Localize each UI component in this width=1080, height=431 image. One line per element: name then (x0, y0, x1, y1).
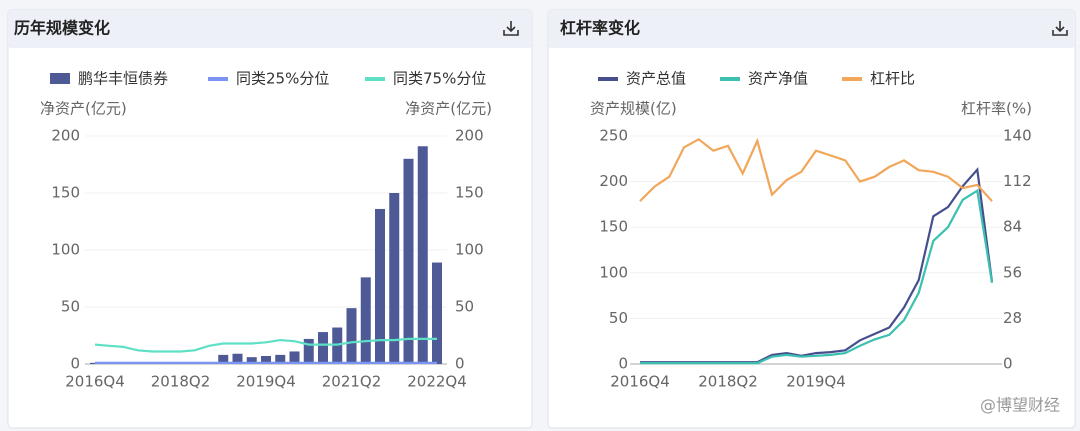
y-tick-label: 100 (599, 263, 628, 281)
y2-tick-label: 84 (1003, 218, 1022, 236)
y-tick-label: 50 (609, 309, 628, 327)
line (639, 137, 993, 202)
panel-title: 历年规模变化 (14, 19, 110, 38)
x-tick-label: 2018Q2 (698, 373, 758, 391)
bar (403, 158, 414, 364)
watermark: @博望财经 (980, 396, 1060, 415)
y-tick-label: 0 (618, 355, 628, 373)
legend-label: 杠杆比 (870, 70, 915, 88)
bar (346, 308, 357, 364)
legend-label: 资产总值 (626, 70, 686, 88)
x-tick-label: 2018Q2 (151, 373, 211, 391)
bar (218, 354, 229, 364)
y2-tick-label: 200 (455, 127, 484, 145)
y-axis-label: 资产规模(亿) (590, 100, 677, 118)
x-tick-label: 2016Q4 (610, 373, 670, 391)
y2-tick-label: 140 (1003, 127, 1032, 145)
y2-tick-label: 150 (455, 184, 484, 202)
y-tick-label: 0 (70, 355, 80, 373)
y-tick-label: 50 (61, 298, 80, 316)
y2-tick-label: 100 (455, 241, 484, 259)
legend-label: 同类25%分位 (236, 70, 329, 88)
x-tick-label: 2022Q4 (407, 373, 467, 391)
bar (275, 354, 286, 364)
bar (318, 332, 328, 364)
bar (389, 193, 400, 364)
panel-header (8, 10, 532, 48)
bar (360, 277, 371, 364)
y2-tick-label: 50 (455, 298, 474, 316)
line (640, 188, 994, 365)
y2-axis-label: 净资产(亿元) (405, 100, 492, 118)
bar (417, 146, 428, 364)
y-tick-label: 200 (51, 127, 80, 145)
y2-tick-label: 0 (1003, 355, 1013, 373)
bar (232, 353, 243, 364)
bar (375, 208, 385, 364)
bar (289, 351, 300, 364)
x-tick-label: 2019Q4 (786, 373, 846, 391)
legend-swatch (50, 73, 70, 84)
y-tick-label: 100 (51, 241, 80, 259)
y-tick-label: 150 (599, 218, 628, 236)
y2-tick-label: 56 (1003, 263, 1022, 281)
y-axis-label: 净资产(亿元) (40, 100, 127, 118)
bar (246, 357, 257, 364)
legend-label: 资产净值 (748, 70, 808, 88)
y2-tick-label: 112 (1003, 172, 1032, 190)
download-icon[interactable] (1052, 21, 1068, 36)
y2-tick-label: 0 (455, 355, 465, 373)
legend-label: 同类75%分位 (393, 70, 486, 88)
legend-label: 鹏华丰恒债券 (78, 70, 168, 88)
y2-axis-label: 杠杆率(%) (961, 100, 1032, 118)
bar (261, 356, 271, 364)
panel-header (548, 10, 1075, 48)
line (94, 337, 437, 353)
y-tick-label: 200 (599, 172, 628, 190)
x-tick-label: 2019Q4 (236, 373, 296, 391)
download-icon[interactable] (503, 21, 519, 36)
bar (332, 327, 343, 364)
y-tick-label: 150 (51, 184, 80, 202)
bar (303, 338, 314, 364)
x-tick-label: 2021Q2 (322, 373, 382, 391)
y2-tick-label: 28 (1003, 309, 1022, 327)
x-tick-label: 2016Q4 (65, 373, 125, 391)
y-tick-label: 250 (599, 127, 628, 145)
panel-title: 杠杆率变化 (560, 19, 640, 38)
bar (432, 262, 442, 364)
